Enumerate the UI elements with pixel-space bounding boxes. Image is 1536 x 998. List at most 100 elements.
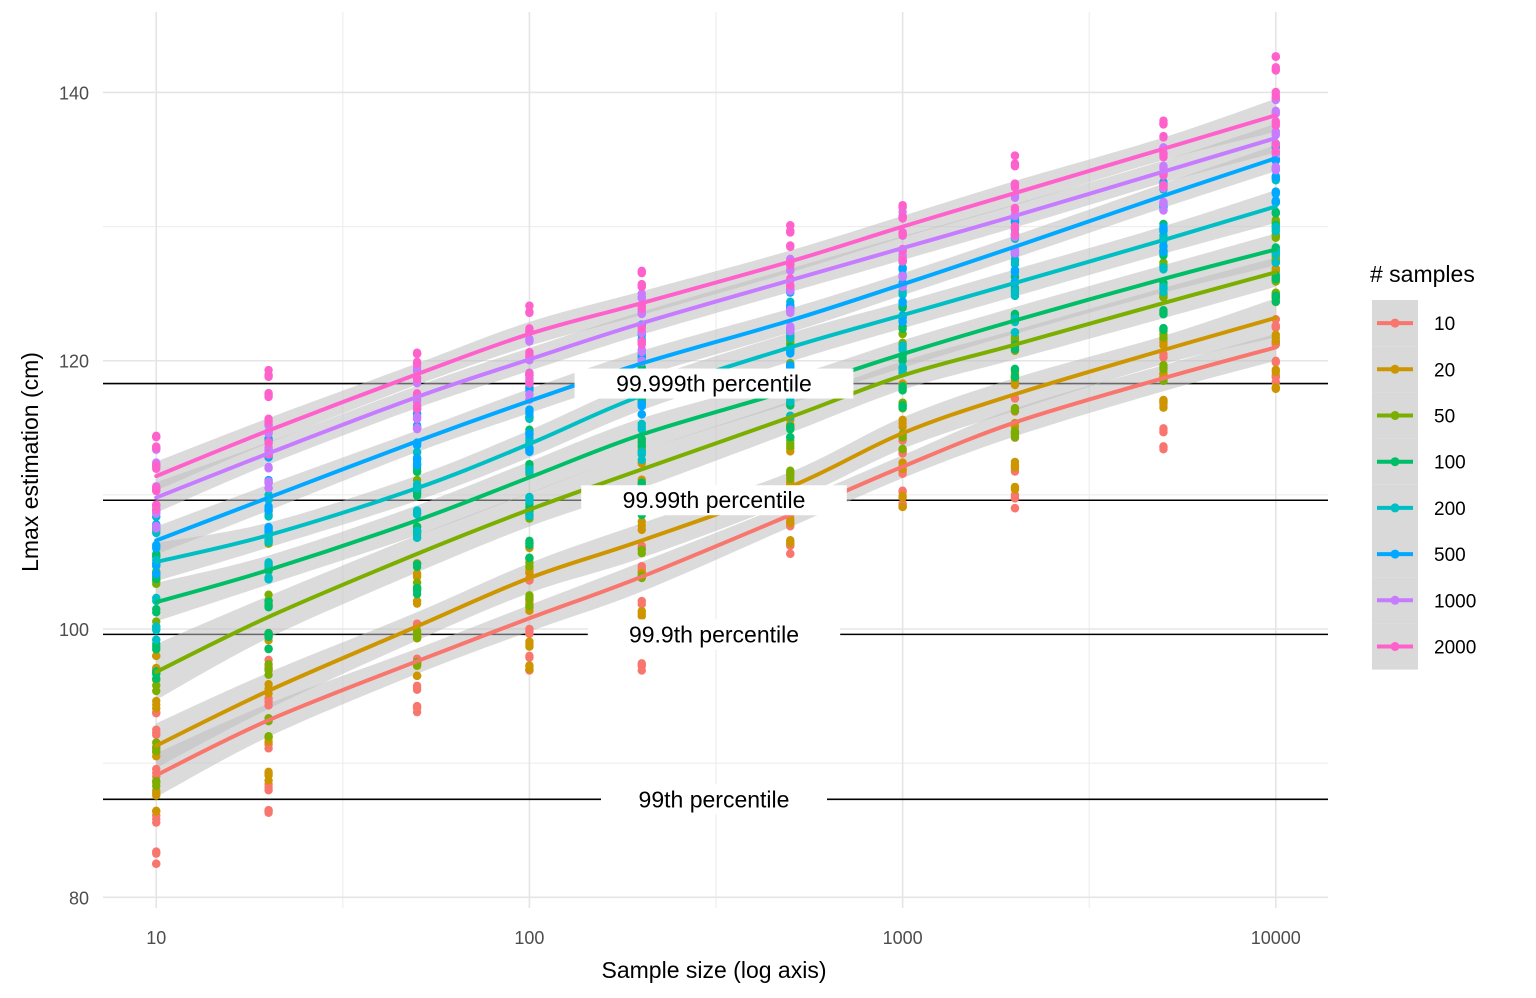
data-point [152,807,161,816]
data-point [637,517,646,526]
data-point [1010,403,1020,413]
data-point [152,540,161,550]
legend-key-point [1390,457,1400,467]
legend-label: 500 [1434,545,1466,566]
data-point [786,538,795,548]
percentile-label-box [574,368,854,399]
data-point [1159,206,1168,215]
data-point [152,524,161,533]
fit-line [154,315,1278,748]
data-point [1271,297,1280,306]
data-point [637,410,646,419]
y-axis-title: Lmax estimation (cm) [17,352,43,572]
data-point [152,483,161,492]
data-point [264,477,273,486]
data-point [152,505,161,514]
percentile-label: 99.9th percentile [629,621,799,647]
legend-key-point [1390,364,1400,374]
data-point [412,533,422,542]
data-point [1271,127,1280,136]
data-point [1159,131,1168,141]
data-point [1271,384,1280,394]
data-point [786,422,795,431]
legend-label: 100 [1434,453,1466,474]
data-point [786,241,795,250]
data-point [1010,179,1020,188]
data-point [412,453,422,462]
data-point [412,412,422,421]
data-point [264,660,273,669]
legend-label: 10 [1434,314,1455,335]
data-point [637,659,646,668]
data-point [152,604,161,614]
data-point [786,466,795,475]
data-point [152,725,161,734]
data-point [264,808,273,817]
data-point [412,447,422,457]
data-point [1159,247,1168,257]
x-tick-label: 1000 [883,928,923,948]
percentile-label: 99.999th percentile [616,371,812,397]
data-point [637,419,646,429]
data-point [1010,432,1020,442]
data-point [525,637,534,646]
data-point [525,447,534,457]
data-point [1159,241,1168,250]
data-point [1159,222,1168,232]
data-point [264,388,273,398]
data-point [412,404,422,414]
legend-label: 20 [1434,360,1455,381]
percentile-label-box [601,784,827,815]
data-point [412,569,422,578]
data-point [264,644,273,654]
data-point [525,324,534,333]
fit-line [154,113,1278,479]
data-point [525,347,534,357]
data-point [637,289,646,298]
data-point [1271,207,1280,217]
data-point [412,589,422,599]
y-tick-label: 80 [69,888,89,908]
data-point [525,492,534,502]
data-point [1159,161,1168,170]
data-point [152,696,161,706]
legend-key-point [1390,549,1400,559]
data-point [1010,230,1020,239]
data-point [525,334,534,344]
legend-title: # samples [1370,261,1475,287]
data-point [898,200,907,210]
data-point [1159,395,1168,405]
data-point [412,701,422,711]
data-point [898,297,907,306]
fit-line [154,247,1278,605]
data-point [264,597,273,606]
legend-key-point [1390,595,1400,605]
data-point [525,307,534,316]
data-point [412,681,422,690]
data-point [1271,356,1280,366]
data-point [412,506,422,515]
data-point [1271,63,1280,72]
percentile-label-box [587,619,841,650]
data-point [786,549,795,559]
fit-line [154,270,1278,674]
data-point [1010,249,1020,258]
data-point [786,281,795,290]
data-point [898,211,907,221]
data-point [1271,52,1280,61]
fit-line [154,156,1278,543]
data-point [1271,330,1280,339]
data-point [898,263,907,272]
data-point [525,591,534,600]
legend: # samples 10 20 50 100 200 500 1000 2000 [1370,261,1476,670]
data-point [412,526,422,536]
data-point [525,602,534,611]
data-point [152,781,161,791]
data-point [1271,139,1280,149]
data-point [786,221,795,230]
data-point [1010,427,1020,436]
data-point [1159,325,1168,335]
data-point [152,859,161,868]
data-point [1010,151,1020,160]
data-point [1271,117,1280,126]
